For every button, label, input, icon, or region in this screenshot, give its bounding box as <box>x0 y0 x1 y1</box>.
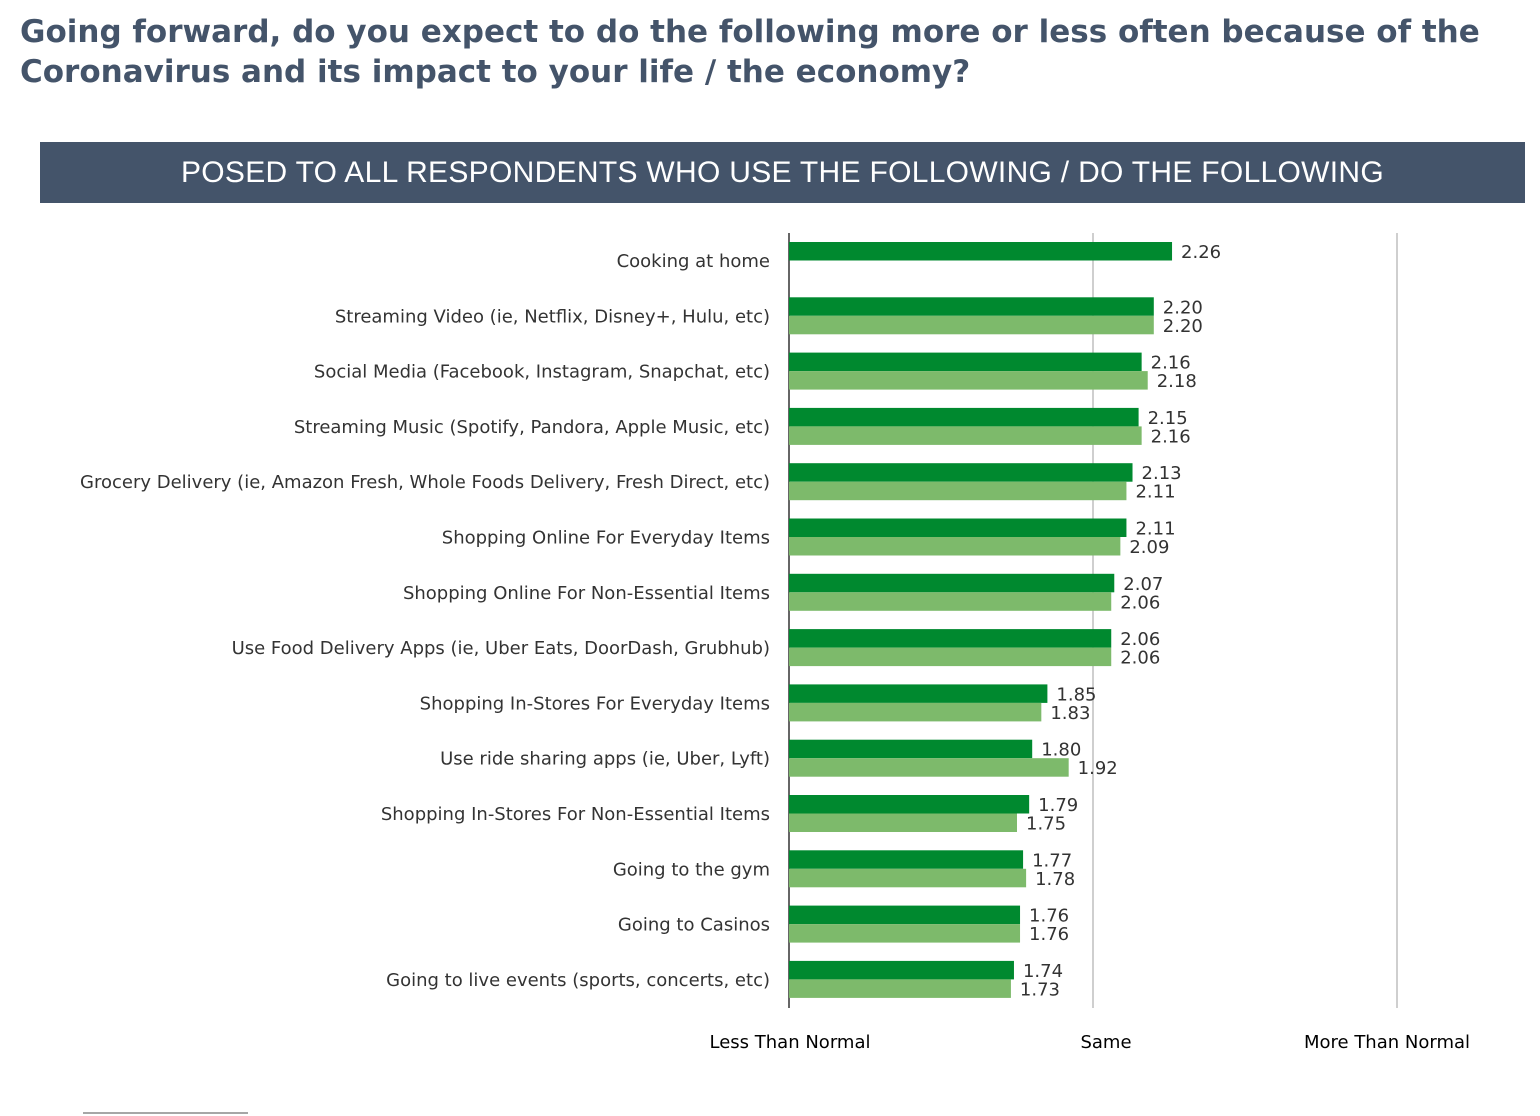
bar-series-2 <box>789 315 1154 335</box>
bar-series-2 <box>789 813 1017 832</box>
bar-series-2 <box>789 702 1042 722</box>
bar-series-2 <box>789 481 1127 501</box>
data-label: 1.92 <box>1078 758 1118 779</box>
category-label: Shopping Online For Non-Essential Items <box>403 583 770 604</box>
banner-text: POSED TO ALL RESPONDENTS WHO USE THE FOL… <box>180 155 1385 189</box>
category-label: Going to Casinos <box>618 915 770 936</box>
bar-series-1 <box>789 739 1033 759</box>
data-label: 2.11 <box>1135 482 1175 503</box>
data-label: 2.20 <box>1163 316 1203 337</box>
bar-series-2 <box>789 647 1112 667</box>
bar-series-1 <box>789 518 1127 537</box>
bar-series-1 <box>789 352 1142 372</box>
bar-series-1 <box>789 905 1021 925</box>
x-tick-label: More Than Normal <box>1304 1032 1470 1053</box>
bar-series-1 <box>789 297 1154 316</box>
data-label: 2.06 <box>1120 629 1160 650</box>
x-tick-label: Same <box>1080 1032 1131 1053</box>
category-label: Cooking at home <box>617 251 770 272</box>
bar-series-1 <box>789 850 1024 869</box>
category-label: Use Food Delivery Apps (ie, Uber Eats, D… <box>232 638 770 659</box>
bar-series-2 <box>789 868 1027 888</box>
bar-series-1 <box>789 629 1112 648</box>
bar-series-1 <box>789 795 1030 814</box>
data-label: 2.09 <box>1129 537 1169 558</box>
page-title: Going forward, do you expect to do the f… <box>20 14 1480 90</box>
bar-series-1 <box>789 407 1139 427</box>
data-label: 1.77 <box>1032 850 1072 871</box>
bar-series-2 <box>789 979 1011 998</box>
category-label: Going to live events (sports, concerts, … <box>386 970 770 991</box>
bar-series-2 <box>789 371 1148 390</box>
bar-series-1 <box>789 960 1014 980</box>
category-label: Shopping In-Stores For Everyday Items <box>420 693 770 714</box>
data-label: 1.74 <box>1023 961 1063 982</box>
data-label: 1.76 <box>1029 924 1069 945</box>
bar-series-2 <box>789 592 1112 611</box>
bar-series-2 <box>789 537 1121 556</box>
data-label: 2.16 <box>1151 353 1191 374</box>
category-label: Grocery Delivery (ie, Amazon Fresh, Whol… <box>80 472 770 493</box>
data-label: 2.15 <box>1148 408 1188 429</box>
data-label: 2.20 <box>1163 297 1203 318</box>
data-label: 2.18 <box>1157 371 1197 392</box>
banner: POSED TO ALL RESPONDENTS WHO USE THE FOL… <box>40 142 1525 203</box>
data-label: 2.06 <box>1120 648 1160 669</box>
bar-series-1 <box>789 242 1173 261</box>
category-label: Streaming Music (Spotify, Pandora, Apple… <box>294 417 770 438</box>
data-label: 2.13 <box>1142 463 1182 484</box>
bar-series-1 <box>789 463 1133 482</box>
bar-series-1 <box>789 684 1048 703</box>
data-label: 1.80 <box>1041 740 1081 761</box>
category-label: Streaming Video (ie, Netflix, Disney+, H… <box>335 306 770 327</box>
data-label: 1.78 <box>1035 869 1075 890</box>
data-label: 1.79 <box>1038 795 1078 816</box>
x-tick-label: Less Than Normal <box>710 1032 871 1053</box>
category-label: Social Media (Facebook, Instagram, Snapc… <box>314 362 770 383</box>
data-label: 2.06 <box>1120 592 1160 613</box>
data-label: 1.76 <box>1029 906 1069 927</box>
data-label: 1.83 <box>1050 703 1090 724</box>
data-label: 2.26 <box>1181 242 1221 263</box>
category-label: Going to the gym <box>613 859 770 880</box>
bar-series-2 <box>789 426 1142 445</box>
data-label: 1.75 <box>1026 814 1066 835</box>
category-label: Use ride sharing apps (ie, Uber, Lyft) <box>440 749 770 770</box>
bar-series-2 <box>789 924 1021 943</box>
data-label: 1.73 <box>1020 979 1060 1000</box>
category-label: Shopping Online For Everyday Items <box>442 528 770 549</box>
bar-series-2 <box>789 758 1069 777</box>
footer-divider <box>83 1112 248 1114</box>
bar-series-1 <box>789 573 1115 593</box>
data-label: 2.11 <box>1135 519 1175 540</box>
data-label: 2.07 <box>1123 574 1163 595</box>
category-label: Shopping In-Stores For Non-Essential Ite… <box>381 804 770 825</box>
data-label: 2.16 <box>1151 426 1191 447</box>
data-label: 1.85 <box>1056 684 1096 705</box>
